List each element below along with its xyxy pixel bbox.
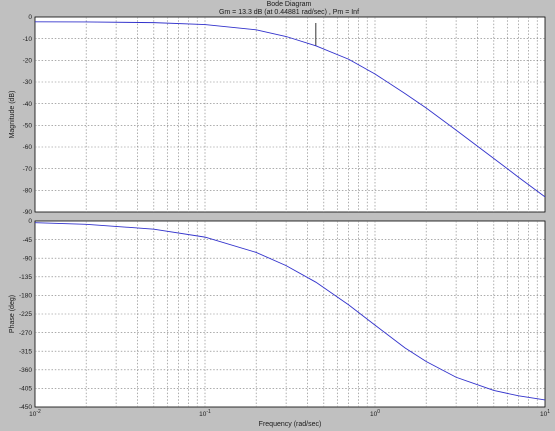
x-tick-exponent: -1 <box>206 409 211 415</box>
y-tick-label: 0 <box>28 218 32 225</box>
y-tick-label: -360 <box>19 367 32 374</box>
magnitude-plot-area <box>34 16 546 213</box>
phase-ylabel: Phase (deg) <box>9 295 16 333</box>
y-tick-label: -45 <box>23 237 33 244</box>
y-tick-label: -60 <box>23 144 33 151</box>
y-tick-label: -20 <box>23 58 33 65</box>
y-tick-label: -405 <box>19 386 32 393</box>
y-tick-label: -225 <box>19 311 32 318</box>
y-tick-label: -50 <box>23 123 33 130</box>
magnitude-ylabel: Magnitude (dB) <box>9 91 16 139</box>
phase-y-ticks: 0 -45 -90 -135 -180 -225 -270 -315 -360 -405 -450 <box>19 218 32 411</box>
x-tick-exponent: 0 <box>377 409 380 415</box>
phase-plot: 0-45-90-135-180-225-270-315-360-405-450 … <box>9 218 546 411</box>
y-tick-label: -180 <box>19 293 32 300</box>
y-tick-label: -90 <box>23 255 33 262</box>
y-tick-label: 0 <box>28 14 32 21</box>
chart-subtitle: Gm = 13.3 dB (at 0.44881 rad/sec) , Pm =… <box>219 9 359 16</box>
y-tick-label: -30 <box>23 79 33 86</box>
magnitude-y-ticks: 0 -10 -20 -30 -40 -50 -60 -70 -80 -90 <box>23 14 33 216</box>
y-tick-label: -450 <box>19 404 32 411</box>
y-tick-label: -10 <box>23 36 33 43</box>
frequency-x-ticks: 10-2 10-1 100 101 <box>29 409 550 418</box>
chart-title: Bode Diagram <box>267 1 312 8</box>
x-tick-label: 10-2 <box>29 409 41 418</box>
x-tick-label: 100 <box>370 409 380 418</box>
y-tick-label: -40 <box>23 101 33 108</box>
y-tick-label: -270 <box>19 330 32 337</box>
x-tick-label: 101 <box>540 409 550 418</box>
y-tick-label: -80 <box>23 188 33 195</box>
y-tick-label: -135 <box>19 274 32 281</box>
magnitude-plot: 0 -10 -20 -30 -40 -50 -60 -70 -80 -90 Magnitude (… <box>9 14 546 216</box>
y-tick-label: -315 <box>19 348 32 355</box>
y-tick-label: -90 <box>23 209 33 216</box>
phase-grid <box>35 221 545 407</box>
x-tick-exponent: 1 <box>547 409 550 415</box>
phase-curve <box>34 222 546 401</box>
y-tick-label: -70 <box>23 166 33 173</box>
frequency-xlabel: Frequency (rad/sec) <box>259 421 322 428</box>
x-tick-exponent: -2 <box>36 409 41 415</box>
x-tick-label: 10-1 <box>199 409 211 418</box>
magnitude-curve <box>34 21 546 198</box>
magnitude-grid <box>35 17 545 212</box>
